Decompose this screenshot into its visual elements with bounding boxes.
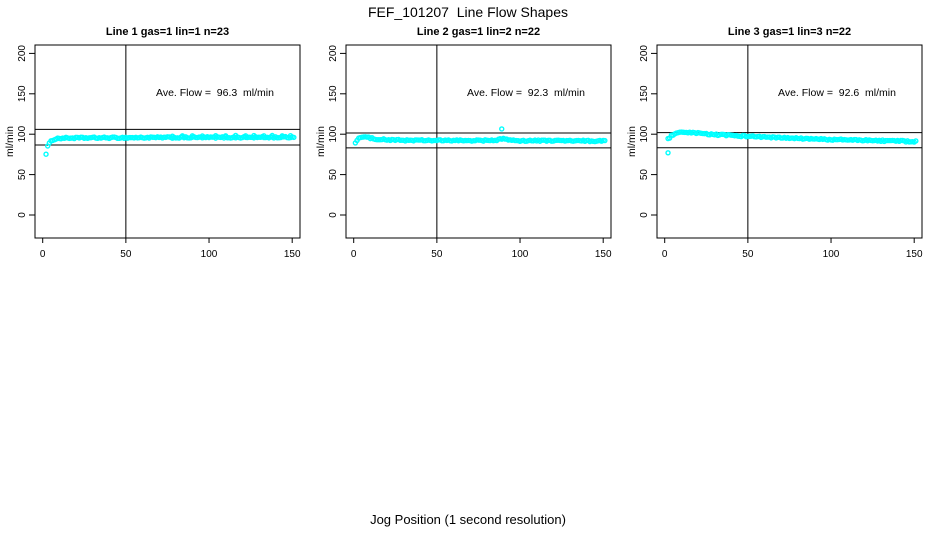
x-tick-label: 150 bbox=[595, 249, 612, 260]
data-point-outlier bbox=[179, 133, 186, 139]
data-point bbox=[43, 151, 49, 157]
y-axis: 0 50 100 150 200 bbox=[17, 45, 35, 218]
panel-title: Line 3 gas=1 lin=3 n=22 bbox=[728, 26, 851, 38]
x-tick-label: 150 bbox=[906, 249, 923, 260]
figure-title: FEF_101207 Line Flow Shapes bbox=[367, 4, 568, 20]
y-tick-label: 200 bbox=[17, 45, 28, 62]
y-tick-label: 200 bbox=[328, 45, 339, 62]
data-point-outlier bbox=[169, 133, 176, 139]
panel-title: Line 2 gas=1 lin=2 n=22 bbox=[417, 26, 540, 38]
x-tick-label: 0 bbox=[662, 249, 668, 260]
data-point-outlier bbox=[251, 132, 257, 139]
scatter-points bbox=[665, 129, 919, 156]
y-axis-label: ml/min bbox=[4, 126, 16, 157]
panel-3: Line 3 gas=1 lin=3 n=22 0 50 100 150 0 50 100 15… bbox=[626, 26, 923, 260]
data-point-outlier bbox=[199, 133, 206, 139]
data-point-outlier bbox=[269, 132, 275, 139]
x-tick-label: 150 bbox=[284, 249, 301, 260]
data-point-outlier bbox=[212, 132, 219, 139]
y-tick-label: 150 bbox=[639, 85, 650, 102]
y-tick-label: 100 bbox=[17, 125, 28, 142]
data-point-outlier bbox=[279, 133, 285, 139]
x-axis-label: Jog Position (1 second resolution) bbox=[370, 512, 566, 527]
y-axis: 0 50 100 150 200 bbox=[639, 45, 657, 218]
panel-1: Line 1 gas=1 lin=1 n=23 0 50 100 150 0 50 100 15… bbox=[4, 26, 301, 260]
plot-box bbox=[656, 44, 923, 239]
ave-flow-annotation: Ave. Flow = 92.3 ml/min bbox=[467, 87, 585, 99]
x-tick-label: 100 bbox=[512, 249, 529, 260]
y-axis-label: ml/min bbox=[315, 126, 327, 157]
data-point bbox=[913, 138, 919, 144]
data-point-outlier bbox=[665, 150, 671, 156]
y-tick-label: 0 bbox=[17, 212, 28, 218]
data-point-outlier bbox=[222, 133, 229, 139]
y-axis-label: ml/min bbox=[626, 126, 638, 157]
y-tick-label: 50 bbox=[639, 169, 650, 181]
data-point-outlier bbox=[287, 132, 294, 139]
x-axis: 0 50 100 150 bbox=[351, 238, 612, 260]
x-tick-label: 100 bbox=[201, 249, 218, 260]
panel-title: Line 1 gas=1 lin=1 n=23 bbox=[106, 26, 229, 38]
data-point-outlier bbox=[189, 133, 196, 139]
y-tick-label: 200 bbox=[639, 45, 650, 62]
y-tick-label: 0 bbox=[639, 212, 650, 218]
scatter-points bbox=[352, 126, 608, 146]
data-point-outlier bbox=[261, 133, 267, 139]
data-point-outlier bbox=[242, 133, 249, 139]
x-tick-label: 50 bbox=[742, 249, 754, 260]
y-tick-label: 0 bbox=[328, 212, 339, 218]
data-point bbox=[602, 137, 608, 144]
y-axis: 0 50 100 150 200 bbox=[328, 45, 346, 218]
y-tick-label: 100 bbox=[639, 125, 650, 142]
x-axis: 0 50 100 150 bbox=[40, 238, 301, 260]
x-tick-label: 100 bbox=[823, 249, 840, 260]
x-axis: 0 50 100 150 bbox=[662, 238, 923, 260]
y-tick-label: 100 bbox=[328, 125, 339, 142]
x-tick-label: 50 bbox=[120, 249, 132, 260]
plot-box bbox=[34, 44, 301, 239]
data-point-outlier bbox=[499, 126, 505, 132]
ave-flow-annotation: Ave. Flow = 96.3 ml/min bbox=[156, 87, 274, 99]
y-tick-label: 150 bbox=[17, 85, 28, 102]
plot-box bbox=[345, 44, 612, 239]
scatter-points bbox=[43, 132, 297, 157]
x-tick-label: 50 bbox=[431, 249, 443, 260]
x-tick-label: 0 bbox=[351, 249, 357, 260]
y-tick-label: 50 bbox=[328, 169, 339, 181]
data-point-outlier bbox=[232, 132, 239, 139]
x-tick-label: 0 bbox=[40, 249, 46, 260]
y-tick-label: 150 bbox=[328, 85, 339, 102]
y-tick-label: 50 bbox=[17, 169, 28, 181]
ave-flow-annotation: Ave. Flow = 92.6 ml/min bbox=[778, 87, 896, 99]
panel-2: Line 2 gas=1 lin=2 n=22 0 50 100 150 0 50 100 15… bbox=[315, 26, 612, 260]
